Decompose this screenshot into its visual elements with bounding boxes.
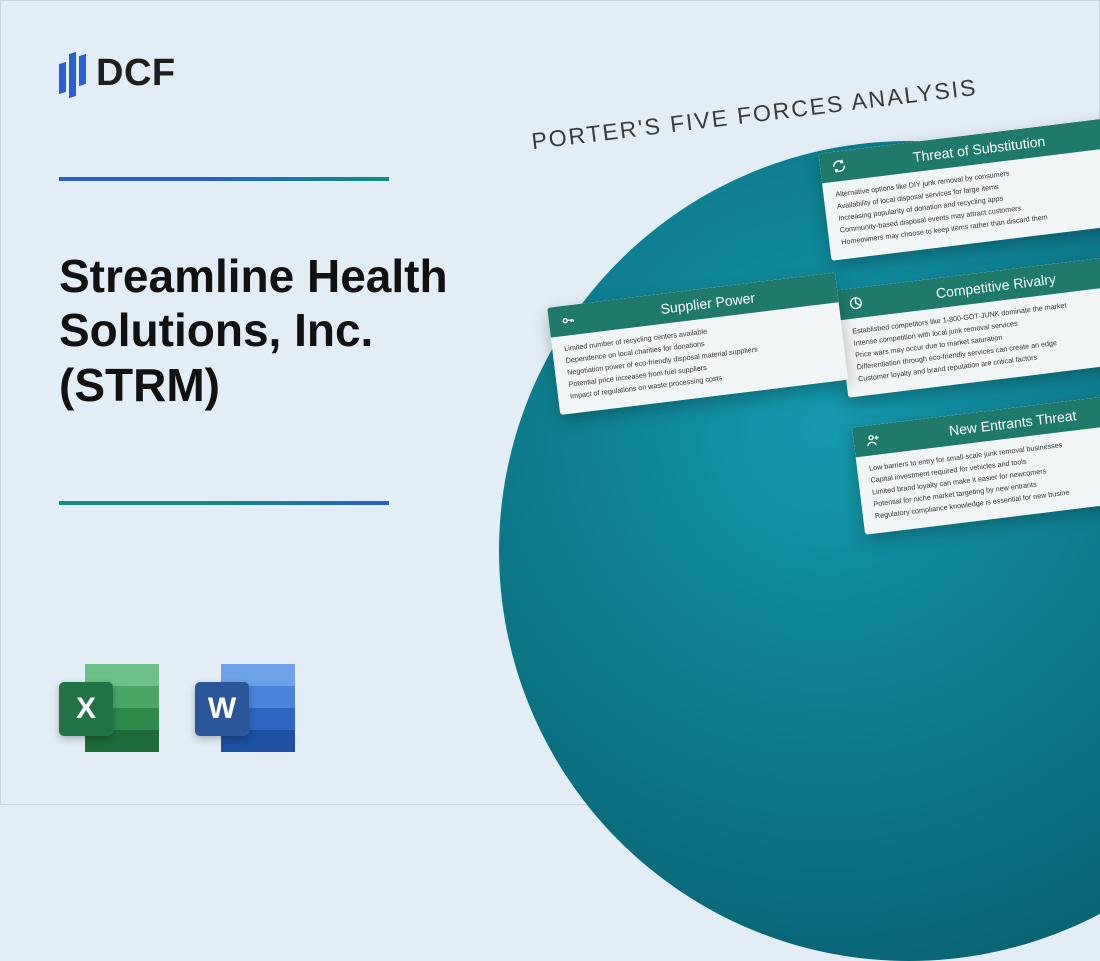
page-title: Streamline Health Solutions, Inc. (STRM) xyxy=(59,249,489,412)
pie-icon xyxy=(846,293,866,313)
excel-icon[interactable]: X xyxy=(59,658,159,758)
key-icon xyxy=(558,310,578,330)
brand-logo: DCF xyxy=(59,49,176,97)
background-circle xyxy=(499,141,1100,961)
word-icon[interactable]: W xyxy=(195,658,295,758)
file-icons-row: X W xyxy=(59,658,295,758)
excel-badge: X xyxy=(59,682,113,736)
logo-text: DCF xyxy=(96,52,176,95)
word-badge: W xyxy=(195,682,249,736)
card-title: Supplier Power xyxy=(660,289,756,316)
divider-bottom xyxy=(59,501,389,505)
refresh-icon xyxy=(829,156,849,176)
person-plus-icon xyxy=(863,430,883,450)
divider-top xyxy=(59,177,389,181)
logo-bars-icon xyxy=(59,49,86,97)
